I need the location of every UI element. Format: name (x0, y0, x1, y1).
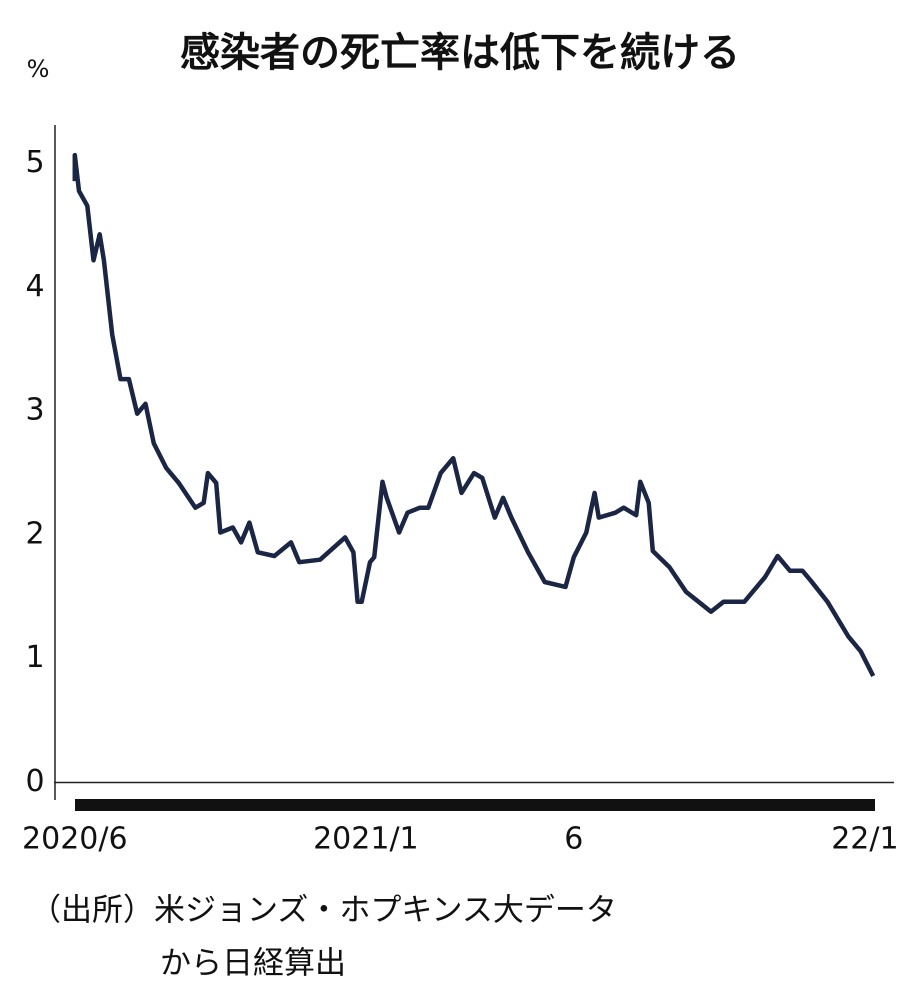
y-tick-label: 1 (25, 640, 44, 675)
x-tick-label: 2021/1 (313, 822, 419, 857)
line (72, 152, 876, 678)
y-tick-label: 0 (25, 764, 44, 799)
chart-title: 感染者の死亡率は低下を続ける (180, 30, 740, 76)
period-bar (75, 799, 875, 811)
y-tick-label: 2 (25, 516, 44, 551)
source-line: （出所）米ジョンズ・ホプキンス大データ (30, 893, 617, 929)
y-unit: % (27, 55, 50, 83)
source-line: から日経算出 (160, 946, 346, 982)
y-tick-label: 4 (25, 269, 44, 304)
x-tick-label: 2020/6 (22, 822, 128, 857)
y-tick-label: 3 (25, 393, 44, 428)
x-tick-label: 22/1 (831, 822, 898, 857)
x-tick-label: 6 (564, 822, 583, 857)
y-tick-label: 5 (25, 145, 44, 180)
